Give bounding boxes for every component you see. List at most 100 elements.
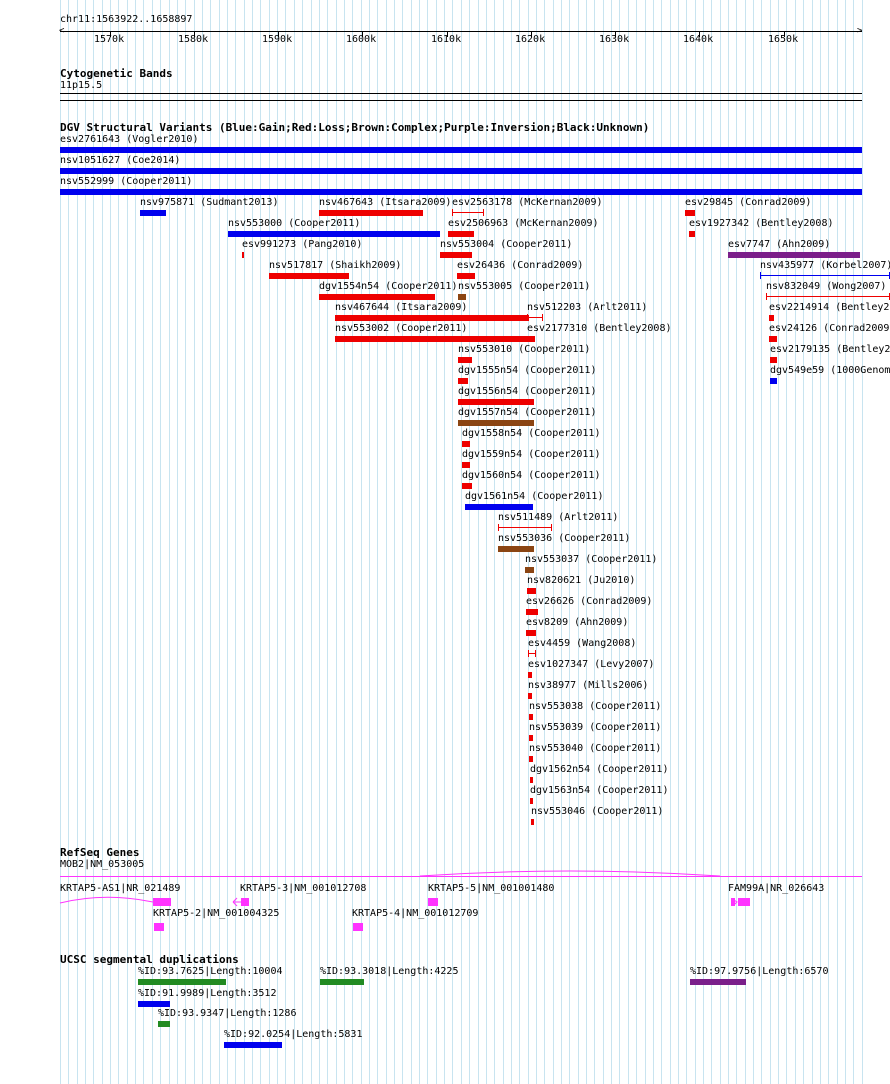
dgv-variant-label[interactable]: esv2179135 (Bentley2008) <box>770 344 890 355</box>
dgv-variant-label[interactable]: nsv552999 (Cooper2011) <box>60 176 193 187</box>
dgv-variant-label[interactable]: esv2761643 (Vogler2010) <box>60 134 199 145</box>
segdup-label[interactable]: %ID:93.7625|Length:10004 <box>138 966 283 977</box>
dgv-variant-bar[interactable] <box>531 819 534 825</box>
dgv-variant-bar[interactable] <box>462 483 472 489</box>
dgv-variant-line[interactable] <box>760 275 890 276</box>
dgv-variant-bar[interactable] <box>530 777 533 783</box>
dgv-variant-line[interactable] <box>766 296 890 297</box>
dgv-variant-bar[interactable] <box>498 546 534 552</box>
dgv-variant-label[interactable]: dgv1563n54 (Cooper2011) <box>530 785 669 796</box>
dgv-variant-bar[interactable] <box>530 798 533 804</box>
dgv-variant-label[interactable]: nsv553036 (Cooper2011) <box>498 533 631 544</box>
dgv-variant-label[interactable]: esv991273 (Pang2010) <box>242 239 363 250</box>
dgv-variant-label[interactable]: nsv553005 (Cooper2011) <box>458 281 591 292</box>
dgv-variant-bar[interactable] <box>528 672 532 678</box>
segdup-bar[interactable] <box>320 979 364 985</box>
dgv-variant-label[interactable]: nsv553004 (Cooper2011) <box>440 239 573 250</box>
dgv-variant-label[interactable]: esv26626 (Conrad2009) <box>526 596 653 607</box>
refseq-gene-label[interactable]: KRTAP5-5|NM_001001480 <box>428 883 555 894</box>
dgv-variant-bar[interactable] <box>769 315 774 321</box>
dgv-variant-bar[interactable] <box>60 189 862 195</box>
segdup-track-title[interactable]: UCSC segmental duplications <box>60 953 239 966</box>
dgv-variant-label[interactable]: esv7747 (Ahn2009) <box>728 239 831 250</box>
dgv-variant-label[interactable]: nsv435977 (Korbel2007) <box>760 260 890 271</box>
dgv-variant-bar[interactable] <box>458 378 468 384</box>
dgv-variant-bar[interactable] <box>60 168 862 174</box>
dgv-variant-bar[interactable] <box>458 420 534 426</box>
dgv-variant-bar[interactable] <box>228 231 440 237</box>
refseq-gene-line[interactable] <box>60 876 862 877</box>
dgv-variant-bar[interactable] <box>526 609 538 615</box>
dgv-variant-label[interactable]: dgv1554n54 (Cooper2011) <box>319 281 458 292</box>
dgv-variant-label[interactable]: nsv975871 (Sudmant2013) <box>140 197 279 208</box>
dgv-variant-label[interactable]: nsv553039 (Cooper2011) <box>529 722 662 733</box>
dgv-variant-label[interactable]: dgv1560n54 (Cooper2011) <box>462 470 601 481</box>
dgv-variant-label[interactable]: dgv549e59 (1000Genomes) <box>770 365 890 376</box>
dgv-variant-label[interactable]: nsv1051627 (Coe2014) <box>60 155 181 166</box>
segdup-bar[interactable] <box>138 979 226 985</box>
segdup-label[interactable]: %ID:93.3018|Length:4225 <box>320 966 459 977</box>
dgv-variant-bar[interactable] <box>465 504 533 510</box>
refseq-exon[interactable] <box>353 923 363 931</box>
dgv-variant-bar[interactable] <box>319 294 435 300</box>
dgv-variant-bar[interactable] <box>60 147 862 153</box>
dgv-variant-bar[interactable] <box>529 714 533 720</box>
dgv-variant-bar[interactable] <box>440 252 472 258</box>
dgv-variant-bar[interactable] <box>529 756 533 762</box>
dgv-variant-label[interactable]: nsv553037 (Cooper2011) <box>525 554 658 565</box>
segdup-label[interactable]: %ID:93.9347|Length:1286 <box>158 1008 297 1019</box>
dgv-variant-bar[interactable] <box>457 273 475 279</box>
refseq-gene-label[interactable]: KRTAP5-4|NM_001012709 <box>352 908 479 919</box>
cytoband-track-title[interactable]: Cytogenetic Bands <box>60 67 173 80</box>
dgv-variant-label[interactable]: dgv1555n54 (Cooper2011) <box>458 365 597 376</box>
refseq-gene-label[interactable]: KRTAP5-2|NM_001004325 <box>153 908 280 919</box>
dgv-variant-label[interactable]: nsv38977 (Mills2006) <box>528 680 649 691</box>
refseq-exon[interactable] <box>153 898 171 906</box>
refseq-exon[interactable] <box>738 898 750 906</box>
dgv-variant-label[interactable]: nsv467644 (Itsara2009) <box>335 302 468 313</box>
dgv-variant-label[interactable]: dgv1558n54 (Cooper2011) <box>462 428 601 439</box>
refseq-gene-label[interactable]: MOB2|NM_053005 <box>60 859 145 870</box>
dgv-variant-label[interactable]: nsv553046 (Cooper2011) <box>531 806 664 817</box>
dgv-variant-label[interactable]: nsv820621 (Ju2010) <box>527 575 636 586</box>
dgv-variant-line[interactable] <box>452 212 484 213</box>
refseq-exon[interactable] <box>428 898 438 906</box>
dgv-variant-label[interactable]: nsv553040 (Cooper2011) <box>529 743 662 754</box>
dgv-variant-label[interactable]: dgv1556n54 (Cooper2011) <box>458 386 597 397</box>
dgv-variant-label[interactable]: esv2506963 (McKernan2009) <box>448 218 599 229</box>
dgv-variant-label[interactable]: nsv832049 (Wong2007) <box>766 281 887 292</box>
dgv-variant-bar[interactable] <box>685 210 695 216</box>
dgv-variant-label[interactable]: nsv553038 (Cooper2011) <box>529 701 662 712</box>
dgv-variant-label[interactable]: nsv553002 (Cooper2011) <box>335 323 468 334</box>
dgv-variant-label[interactable]: nsv512203 (Arlt2011) <box>527 302 648 313</box>
dgv-variant-label[interactable]: esv2214914 (Bentley2008) <box>769 302 890 313</box>
dgv-variant-label[interactable]: esv26436 (Conrad2009) <box>457 260 584 271</box>
dgv-variant-bar[interactable] <box>458 294 466 300</box>
dgv-variant-bar[interactable] <box>242 252 244 258</box>
dgv-variant-label[interactable]: esv1027347 (Levy2007) <box>528 659 655 670</box>
refseq-exon[interactable] <box>731 898 735 906</box>
dgv-variant-label[interactable]: esv8209 (Ahn2009) <box>526 617 629 628</box>
dgv-variant-bar[interactable] <box>529 735 533 741</box>
segdup-bar[interactable] <box>158 1021 170 1027</box>
dgv-variant-bar[interactable] <box>527 336 535 342</box>
refseq-gene-label[interactable]: FAM99A|NR_026643 <box>728 883 825 894</box>
dgv-variant-bar[interactable] <box>269 273 349 279</box>
dgv-variant-bar[interactable] <box>525 567 534 573</box>
dgv-variant-bar[interactable] <box>728 252 860 258</box>
dgv-variant-line[interactable] <box>528 653 536 654</box>
segdup-bar[interactable] <box>138 1001 170 1007</box>
dgv-variant-bar[interactable] <box>462 441 470 447</box>
dgv-variant-line[interactable] <box>498 527 552 528</box>
dgv-variant-bar[interactable] <box>769 336 777 342</box>
dgv-variant-label[interactable]: dgv1559n54 (Cooper2011) <box>462 449 601 460</box>
dgv-variant-label[interactable]: esv2563178 (McKernan2009) <box>452 197 603 208</box>
dgv-variant-bar[interactable] <box>526 630 536 636</box>
refseq-exon[interactable] <box>241 898 249 906</box>
dgv-variant-bar[interactable] <box>770 378 777 384</box>
dgv-variant-label[interactable]: esv4459 (Wang2008) <box>528 638 637 649</box>
dgv-variant-bar[interactable] <box>528 693 532 699</box>
dgv-variant-bar[interactable] <box>527 588 536 594</box>
segdup-bar[interactable] <box>224 1042 282 1048</box>
dgv-variant-label[interactable]: dgv1557n54 (Cooper2011) <box>458 407 597 418</box>
